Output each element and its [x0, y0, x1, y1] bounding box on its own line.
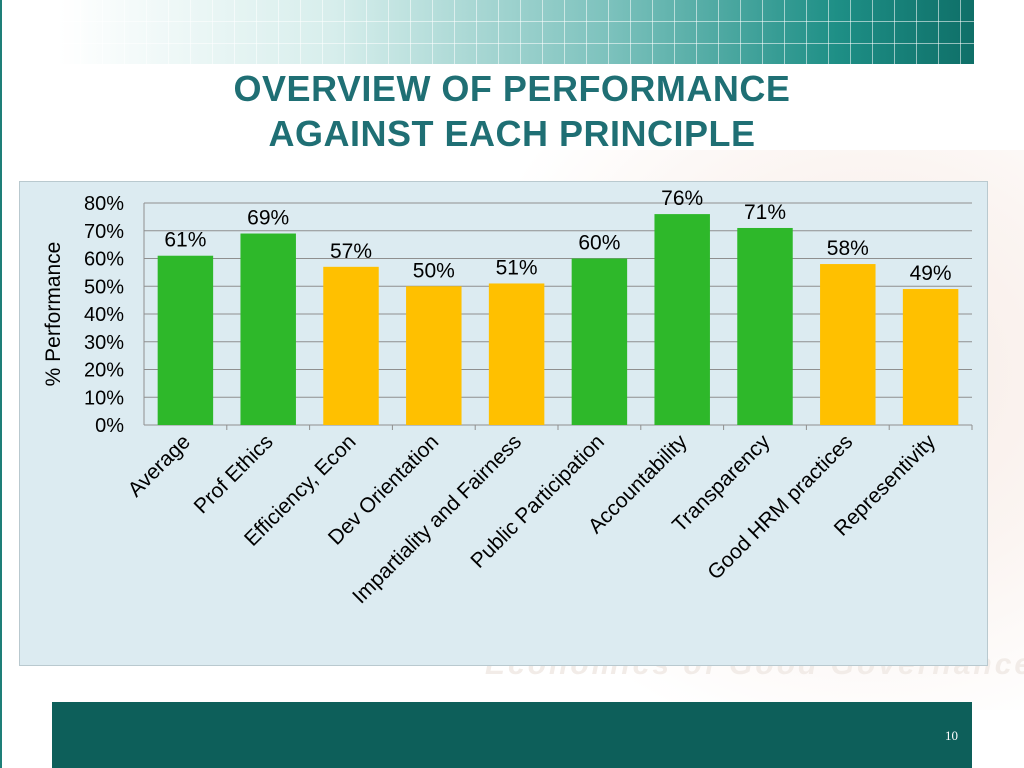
- y-tick-label: 30%: [84, 332, 124, 354]
- title-line-1: OVERVIEW OF PERFORMANCE: [233, 68, 791, 109]
- bar: [654, 214, 710, 425]
- bar: [157, 255, 214, 425]
- bar: [571, 258, 628, 425]
- x-category-label: Average: [124, 430, 195, 501]
- data-label: 69%: [247, 207, 289, 230]
- x-category-label: Prof Ethics: [190, 430, 278, 518]
- bar-chart: 0% 10% 20% 30% 40% 50% 60% 70% 80% % Performance 6…: [19, 181, 988, 666]
- data-label: 61%: [164, 229, 206, 252]
- bar: [406, 286, 462, 425]
- title-line-2: AGAINST EACH PRINCIPLE: [268, 113, 756, 154]
- bar: [902, 289, 959, 425]
- slide-title: OVERVIEW OF PERFORMANCE AGAINST EACH PRI…: [0, 66, 1024, 156]
- y-tick-label: 70%: [84, 221, 124, 243]
- x-category-label: Good HRM practices: [703, 430, 857, 584]
- data-label: 76%: [661, 187, 703, 210]
- footer-bar: 10: [52, 702, 972, 768]
- bar: [323, 266, 379, 425]
- data-label: 51%: [496, 256, 538, 279]
- bar: [488, 283, 545, 425]
- page-number: 10: [945, 728, 958, 743]
- x-category-label: Impartiality and Fairness: [348, 430, 526, 608]
- y-tick-label: 20%: [84, 360, 124, 382]
- y-tick-label: 40%: [84, 304, 124, 326]
- data-label: 71%: [744, 201, 786, 224]
- header-band: [58, 0, 974, 64]
- y-tick-label: 0%: [95, 415, 124, 437]
- bar: [240, 233, 296, 425]
- bar: [737, 227, 793, 425]
- data-label: 57%: [330, 240, 372, 263]
- y-tick-label: 50%: [84, 276, 124, 298]
- data-label: 58%: [827, 237, 869, 260]
- chart-canvas: 0% 10% 20% 30% 40% 50% 60% 70% 80% % Performance 6…: [42, 187, 973, 608]
- y-tick-label: 10%: [84, 387, 124, 409]
- data-label: 49%: [910, 262, 952, 285]
- data-label: 50%: [413, 259, 455, 282]
- y-axis-title: % Performance: [42, 242, 65, 387]
- y-tick-label: 60%: [84, 249, 124, 271]
- left-accent-line: [0, 0, 2, 768]
- data-label: 60%: [578, 232, 620, 255]
- y-tick-label: 80%: [84, 193, 124, 215]
- bar: [820, 264, 876, 425]
